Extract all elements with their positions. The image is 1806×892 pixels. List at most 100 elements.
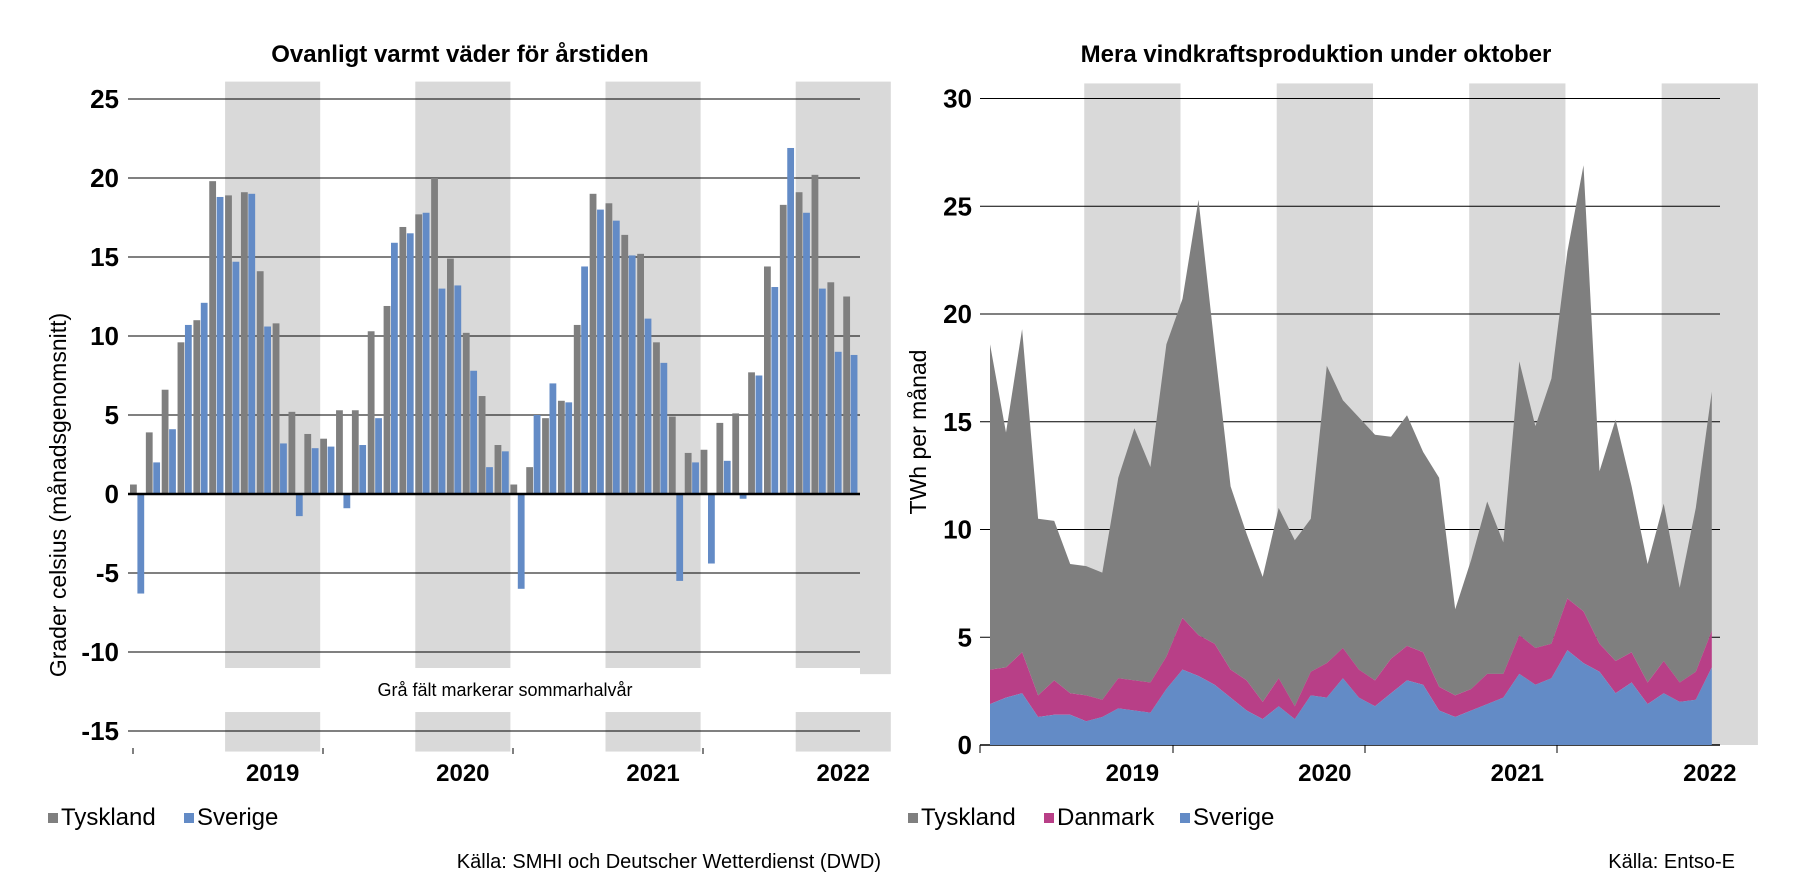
bar-tyskland (827, 282, 835, 494)
bar-sverige (597, 209, 604, 494)
bar-sverige (438, 288, 446, 494)
bar-tyskland (288, 411, 296, 494)
bar-tyskland (764, 266, 771, 494)
legend-swatch-sverige (184, 813, 194, 823)
bar-sverige (153, 462, 161, 494)
bar-sverige (264, 326, 271, 494)
bar-tyskland (700, 449, 708, 494)
area-sverige (990, 650, 1712, 745)
y-tick-label: 0 (958, 730, 972, 760)
left-source: Källa: SMHI och Deutscher Wetterdienst (… (457, 851, 881, 873)
bar-sverige (723, 460, 731, 494)
bar-sverige (549, 383, 557, 494)
bar-tyskland (193, 320, 201, 494)
bar-sverige (137, 494, 145, 594)
stacked-areas (990, 165, 1712, 745)
right-chart-title: Mera vindkraftsproduktion under oktober (1081, 41, 1552, 68)
legend-swatch-sverige (1180, 813, 1190, 823)
bar-sverige (818, 288, 826, 494)
right-y-axis-label: TWh per månad (905, 350, 931, 515)
x-tick-label: 2021 (626, 760, 679, 787)
summer-shade-lower-2022 (795, 712, 891, 752)
bar-tyskland (431, 178, 438, 494)
bars (130, 147, 858, 594)
bar-sverige (644, 318, 652, 494)
bar-tyskland (653, 342, 660, 494)
note-background (140, 668, 860, 710)
area-danmark (990, 598, 1712, 722)
bar-sverige (311, 448, 319, 494)
bar-tyskland (716, 422, 724, 494)
y-tick-label: 15 (943, 407, 972, 437)
right-legend: Tyskland Danmark Sverige (908, 804, 1274, 831)
x-tick-label: 2022 (817, 760, 870, 787)
bar-tyskland (668, 416, 676, 494)
bar-sverige (581, 266, 588, 494)
y-tick-label: -5 (96, 558, 119, 588)
y-tick-label: 25 (943, 191, 972, 221)
bar-tyskland (272, 323, 280, 494)
bar-sverige (676, 494, 684, 581)
bar-tyskland (557, 400, 565, 494)
bar-sverige (280, 443, 287, 494)
bar-tyskland (621, 234, 629, 494)
legend-swatch-tyskland (908, 813, 918, 823)
bar-tyskland (367, 331, 375, 494)
bar-sverige (565, 402, 573, 494)
bar-tyskland (811, 174, 819, 494)
bar-tyskland (542, 418, 549, 494)
y-tick-label: 0 (105, 479, 119, 509)
bar-sverige (755, 375, 763, 494)
y-tick-label: 20 (943, 299, 972, 329)
left-y-axis-label: Grader celsius (månadsgenomsnitt) (45, 313, 71, 677)
summer-shade-lower-2021 (605, 712, 701, 752)
bar-sverige (359, 445, 367, 494)
summer-shade-lower-2019 (225, 712, 321, 752)
left-legend: Tyskland Sverige (48, 804, 278, 831)
bar-sverige (486, 467, 493, 494)
bar-tyskland (130, 484, 137, 494)
bar-sverige (200, 302, 208, 494)
legend-label-tyskland: Tyskland (921, 804, 1016, 831)
summer-shade-2020 (415, 81, 511, 675)
legend-label-tyskland: Tyskland (61, 804, 156, 831)
y-tick-label: 10 (90, 321, 119, 351)
wind-power-chart: 30 25 20 15 10 5 0 2019 2020 2021 2022 Mera vindk… (905, 41, 1758, 873)
bar-tyskland (304, 433, 312, 494)
bar-sverige (692, 462, 699, 494)
y-tick-label: 30 (943, 84, 972, 114)
bar-sverige (803, 212, 810, 494)
bar-tyskland (494, 445, 502, 494)
temperature-chart: 25 20 15 10 5 0 -5 -10 -15 2019 2020 2021 2022 Grå … (45, 41, 891, 873)
bar-sverige (850, 354, 858, 494)
right-source: Källa: Entso-E (1608, 851, 1735, 873)
bar-tyskland (478, 396, 486, 494)
bar-sverige (406, 233, 414, 495)
legend-swatch-tyskland (48, 813, 58, 823)
bar-sverige (708, 494, 715, 564)
bar-sverige (787, 147, 795, 495)
bar-tyskland (605, 203, 613, 494)
y-tick-labels: 30 25 20 15 10 5 0 (943, 84, 972, 761)
bar-sverige (422, 212, 430, 494)
x-tick-label: 2022 (1683, 760, 1736, 787)
legend-swatch-danmark (1044, 813, 1054, 823)
bar-sverige (295, 494, 303, 517)
bar-sverige (739, 494, 747, 499)
bar-sverige (834, 351, 842, 494)
legend-label-sverige: Sverige (1193, 804, 1274, 831)
x-axis: 2019 2020 2021 2022 (132, 748, 870, 787)
legend-label-sverige: Sverige (197, 804, 278, 831)
bar-tyskland (240, 192, 248, 494)
bar-tyskland (145, 432, 153, 494)
bar-sverige (612, 220, 620, 494)
bar-tyskland (573, 324, 581, 494)
bar-tyskland (225, 195, 232, 494)
bar-tyskland (209, 181, 217, 494)
bar-sverige (184, 324, 192, 494)
bar-tyskland (351, 410, 359, 494)
bar-sverige (343, 494, 351, 509)
bar-tyskland (748, 372, 755, 494)
bar-sverige (517, 494, 525, 589)
